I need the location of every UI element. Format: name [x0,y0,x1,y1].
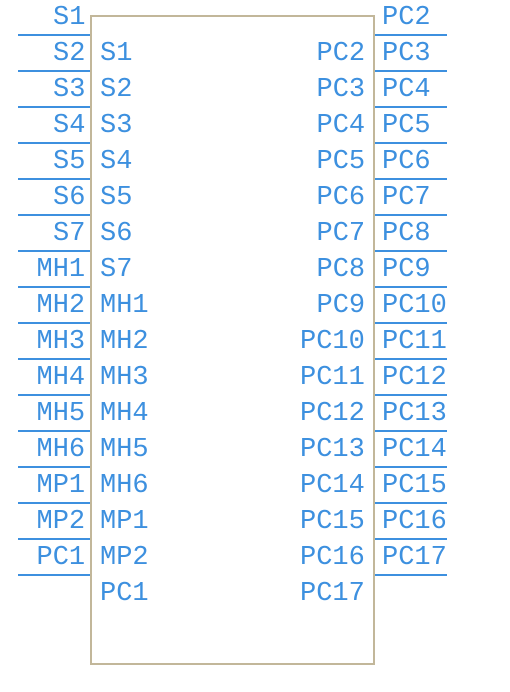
pin-line [18,466,90,468]
left-pin-inner-label: PC1 [100,581,149,608]
right-pin-inner-label: PC11 [300,365,365,392]
pin-line [18,178,90,180]
pin-line [375,430,447,432]
left-pin-outer-label: MH3 [37,329,86,356]
right-pin-outer-label: PC17 [382,545,447,572]
left-pin-inner-label: MH3 [100,365,149,392]
right-pin-inner-label: PC7 [317,221,366,248]
right-pin-outer-label: PC9 [382,257,431,284]
schematic-canvas: { "canvas": { "w": 510, "h": 692 }, "col… [0,0,510,692]
right-pin-outer-label: PC7 [382,185,431,212]
right-pin-inner-label: PC16 [300,545,365,572]
left-pin-outer-label: MH2 [37,293,86,320]
right-pin-outer-label: PC16 [382,509,447,536]
right-pin-inner-label: PC10 [300,329,365,356]
pin-line [18,286,90,288]
pin-line [18,106,90,108]
pin-line [18,394,90,396]
pin-line [18,142,90,144]
right-pin-inner-label: PC5 [317,149,366,176]
left-pin-outer-label: S1 [53,5,85,32]
pin-line [375,70,447,72]
pin-line [375,250,447,252]
left-pin-outer-label: PC1 [37,545,86,572]
pin-line [375,358,447,360]
left-pin-inner-label: S2 [100,77,132,104]
right-pin-inner-label: PC8 [317,257,366,284]
left-pin-outer-label: MP2 [37,509,86,536]
right-pin-outer-label: PC8 [382,221,431,248]
right-pin-inner-label: PC3 [317,77,366,104]
pin-line [18,250,90,252]
left-pin-outer-label: S4 [53,113,85,140]
pin-line [375,322,447,324]
pin-line [375,538,447,540]
left-pin-inner-label: MP2 [100,545,149,572]
pin-line [18,430,90,432]
pin-line [375,466,447,468]
pin-line [375,106,447,108]
right-pin-outer-label: PC3 [382,41,431,68]
left-pin-inner-label: MH1 [100,293,149,320]
left-pin-outer-label: MP1 [37,473,86,500]
right-pin-inner-label: PC9 [317,293,366,320]
pin-line [375,214,447,216]
left-pin-inner-label: S5 [100,185,132,212]
left-pin-outer-label: MH1 [37,257,86,284]
right-pin-outer-label: PC13 [382,401,447,428]
pin-line [375,502,447,504]
right-pin-outer-label: PC15 [382,473,447,500]
left-pin-inner-label: S3 [100,113,132,140]
left-pin-outer-label: MH6 [37,437,86,464]
left-pin-outer-label: MH4 [37,365,86,392]
right-pin-outer-label: PC4 [382,77,431,104]
right-pin-outer-label: PC11 [382,329,447,356]
left-pin-outer-label: S6 [53,185,85,212]
pin-line [375,394,447,396]
pin-line [18,574,90,576]
right-pin-inner-label: PC12 [300,401,365,428]
right-pin-outer-label: PC2 [382,5,431,32]
right-pin-inner-label: PC14 [300,473,365,500]
right-pin-inner-label: PC17 [300,581,365,608]
pin-line [18,538,90,540]
pin-line [18,322,90,324]
left-pin-inner-label: MH2 [100,329,149,356]
pin-line [375,142,447,144]
left-pin-outer-label: MH5 [37,401,86,428]
pin-line [18,502,90,504]
pin-line [375,178,447,180]
right-pin-outer-label: PC12 [382,365,447,392]
left-pin-outer-label: S3 [53,77,85,104]
right-pin-inner-label: PC2 [317,41,366,68]
pin-line [18,214,90,216]
right-pin-outer-label: PC10 [382,293,447,320]
right-pin-inner-label: PC6 [317,185,366,212]
left-pin-inner-label: MH5 [100,437,149,464]
left-pin-inner-label: S6 [100,221,132,248]
right-pin-inner-label: PC4 [317,113,366,140]
left-pin-inner-label: MP1 [100,509,149,536]
right-pin-inner-label: PC15 [300,509,365,536]
right-pin-outer-label: PC6 [382,149,431,176]
left-pin-outer-label: S5 [53,149,85,176]
right-pin-inner-label: PC13 [300,437,365,464]
pin-line [375,34,447,36]
left-pin-inner-label: S7 [100,257,132,284]
pin-line [18,358,90,360]
left-pin-outer-label: S2 [53,41,85,68]
right-pin-outer-label: PC5 [382,113,431,140]
left-pin-inner-label: S4 [100,149,132,176]
left-pin-outer-label: S7 [53,221,85,248]
left-pin-inner-label: MH4 [100,401,149,428]
pin-line [18,34,90,36]
left-pin-inner-label: S1 [100,41,132,68]
left-pin-inner-label: MH6 [100,473,149,500]
pin-line [18,70,90,72]
pin-line [375,574,447,576]
right-pin-outer-label: PC14 [382,437,447,464]
pin-line [375,286,447,288]
